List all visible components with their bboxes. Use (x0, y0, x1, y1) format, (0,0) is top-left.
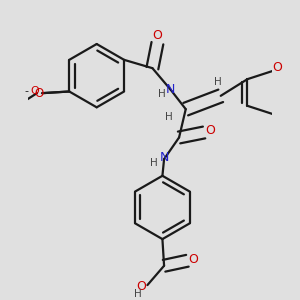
Text: H: H (214, 77, 221, 88)
Text: H: H (134, 290, 142, 299)
Text: H: H (164, 112, 172, 122)
Text: H: H (158, 89, 165, 99)
Text: -: - (24, 86, 28, 97)
Text: O: O (188, 253, 198, 266)
Text: N: N (160, 151, 170, 164)
Text: O: O (272, 61, 282, 74)
Text: O: O (35, 87, 44, 100)
Text: O: O (30, 86, 39, 97)
Text: O: O (136, 280, 146, 293)
Text: O: O (205, 124, 215, 137)
Text: H: H (150, 158, 158, 168)
Text: O: O (152, 29, 162, 42)
Text: N: N (166, 83, 176, 96)
